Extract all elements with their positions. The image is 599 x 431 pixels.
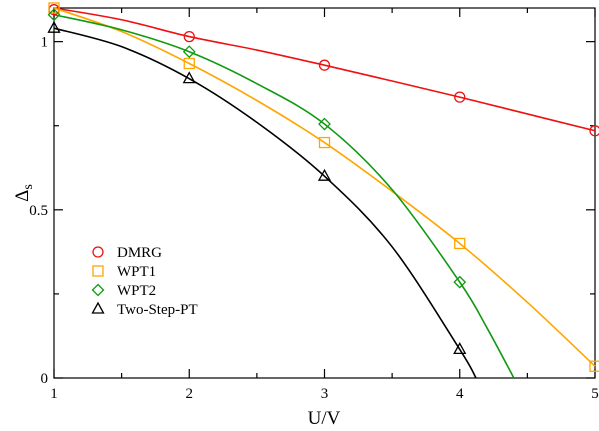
x-tick-label: 5: [591, 386, 599, 402]
legend-marker-two-step-pt: [91, 301, 105, 314]
series-line-wpt2: [53, 13, 515, 379]
legend-label-dmrg: DMRG: [117, 245, 162, 261]
data-point-two-step-pt: [453, 342, 467, 355]
data-point-wpt2: [47, 8, 61, 22]
x-tick-label: 1: [50, 386, 58, 402]
data-point-dmrg: [589, 125, 599, 137]
data-point-wpt1: [183, 57, 195, 70]
data-point-dmrg: [183, 30, 195, 43]
data-point-wpt2: [453, 275, 467, 289]
x-axis-label: U/V: [308, 408, 341, 429]
data-point-wpt2: [182, 45, 196, 59]
series-line-wpt1: [53, 7, 596, 367]
legend-marker-dmrg: [92, 246, 104, 258]
x-tick-label: 3: [321, 386, 329, 402]
x-tick-label: 2: [186, 386, 194, 402]
legend: DMRG WPT1 WPT2 Two-Step-PT: [91, 245, 198, 318]
legend-label-wpt1: WPT1: [117, 264, 156, 280]
data-point-wpt1: [48, 2, 60, 14]
data-point-two-step-pt: [317, 168, 332, 181]
legend-label-two-step-pt: Two-Step-PT: [117, 302, 198, 318]
series-markers: [47, 2, 599, 372]
data-point-wpt2: [318, 117, 331, 131]
data-point-wpt1: [589, 360, 599, 372]
y-tick-label: 0.5: [29, 203, 48, 219]
y-axis-label: Δs: [12, 184, 36, 202]
data-point-wpt1: [318, 136, 331, 149]
data-point-wpt1: [454, 237, 466, 250]
y-tick-label: 1: [41, 35, 49, 51]
y-axis-label-sub: s: [21, 184, 36, 189]
data-point-two-step-pt: [47, 20, 61, 33]
x-tick-label: 4: [456, 386, 464, 402]
y-tick-label: 0: [41, 371, 49, 387]
series-curves: [53, 7, 596, 379]
data-point-two-step-pt: [182, 71, 196, 84]
axis-ticks: 1 2 3 4 5 0 0.5 1: [29, 8, 599, 402]
legend-label-wpt2: WPT2: [117, 283, 156, 299]
series-line-dmrg: [53, 7, 596, 132]
legend-marker-wpt2: [91, 283, 105, 297]
plot-frame: [53, 7, 596, 379]
legend-marker-wpt1: [92, 265, 104, 277]
data-point-dmrg: [318, 59, 331, 71]
y-axis-label-main: Δ: [12, 190, 33, 202]
data-point-dmrg: [454, 91, 466, 103]
series-line-two-step-pt: [53, 27, 477, 379]
